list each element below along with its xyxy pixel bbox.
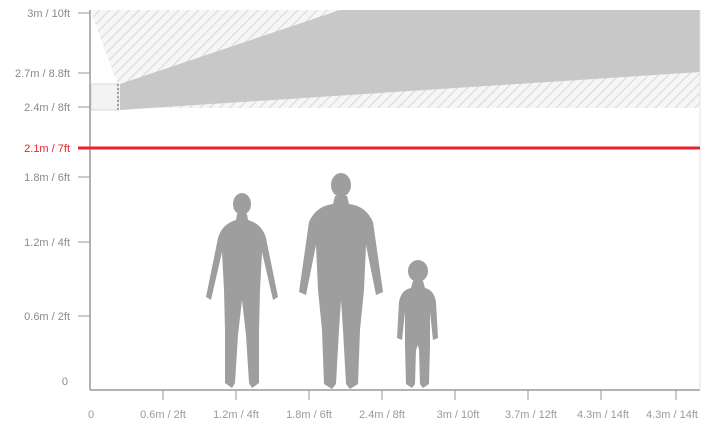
y-label-2-7m: 2.7m / 8.8ft [15,68,70,80]
y-label-0-6m: 0.6m / 2ft [24,311,70,323]
x-label-2-4m: 2.4m / 8ft [359,409,405,421]
x-label-3m: 3m / 10ft [437,409,480,421]
camera-mount-box [90,83,119,111]
mounting-height-label: 2.1m / 7ft [24,143,70,155]
x-label-1-8m: 1.8m / 6ft [286,409,332,421]
child-silhouette [397,260,438,388]
y-label-1-8m: 1.8m / 6ft [24,172,70,184]
x-axis-ticks [162,390,677,400]
x-label-0-6m: 0.6m / 2ft [140,409,186,421]
x-label-3-7m: 3.7m / 12ft [505,409,557,421]
x-label-4-3m: 4.3m / 14ft [577,409,629,421]
y-axis-labels: 3m / 10ft 2.7m / 8.8ft 2.4m / 8ft 1.8m /… [15,8,70,388]
adult-male-silhouette [299,173,383,389]
y-axis-ticks [78,12,90,317]
x-label-0: 0 [88,409,94,421]
y-label-1-2m: 1.2m / 4ft [24,237,70,249]
y-label-0: 0 [62,376,68,388]
x-axis-labels: 0 0.6m / 2ft 1.2m / 4ft 1.8m / 6ft 2.4m … [88,409,698,421]
y-label-3m: 3m / 10ft [27,8,70,20]
x-label-4-3m-end: 4.3m / 14ft [646,409,698,421]
y-label-2-4m: 2.4m / 8ft [24,102,70,114]
camera-view-beam [120,10,700,110]
adult-female-silhouette [206,193,278,388]
x-label-1-2m: 1.2m / 4ft [213,409,259,421]
